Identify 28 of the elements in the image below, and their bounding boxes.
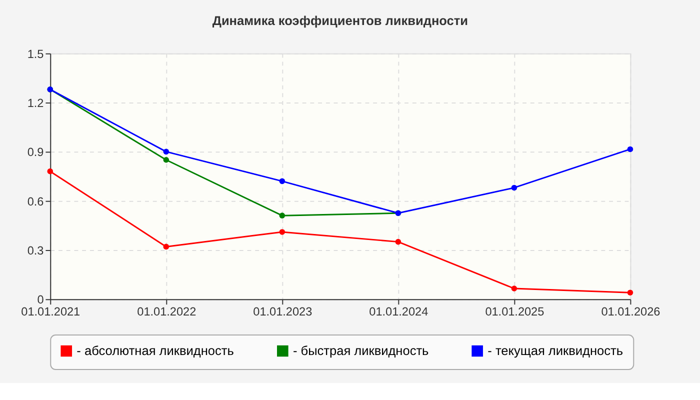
point bbox=[163, 244, 170, 250]
x-tick-label: 01.01.2022 bbox=[137, 305, 196, 318]
x-tick-label: 01.01.2021 bbox=[21, 305, 80, 318]
y-tick-label: 1.5 bbox=[27, 48, 44, 61]
y-tick-label: 1.2 bbox=[27, 96, 44, 110]
point bbox=[163, 156, 170, 163]
point bbox=[511, 184, 518, 191]
x-tick-label: 01.01.2025 bbox=[485, 305, 545, 318]
y-tick-label: 0.3 bbox=[27, 244, 44, 258]
point bbox=[47, 168, 54, 174]
point bbox=[163, 148, 170, 155]
x-tick-label: 01.01.2023 bbox=[253, 305, 313, 318]
point bbox=[511, 286, 518, 292]
x-tick-label: 01.01.2024 bbox=[369, 305, 429, 318]
legend-label: - быстрая ликвидность bbox=[292, 342, 430, 358]
legend-label: - текущая ликвидность bbox=[488, 342, 624, 358]
point bbox=[627, 290, 634, 296]
point bbox=[279, 212, 286, 218]
y-tick-label: 0.6 bbox=[27, 195, 44, 208]
point bbox=[627, 146, 634, 152]
chart-title: Динамика коэффициентов ликвидности bbox=[212, 12, 468, 28]
y-tick-label: 0.9 bbox=[27, 146, 44, 160]
point bbox=[279, 178, 286, 184]
legend-label: - абсолютная ликвидность bbox=[76, 342, 234, 358]
x-tick-label: 01.01.2026 bbox=[601, 305, 661, 318]
point bbox=[395, 238, 402, 245]
point bbox=[279, 229, 286, 235]
y-tick-label: 0 bbox=[37, 294, 44, 307]
